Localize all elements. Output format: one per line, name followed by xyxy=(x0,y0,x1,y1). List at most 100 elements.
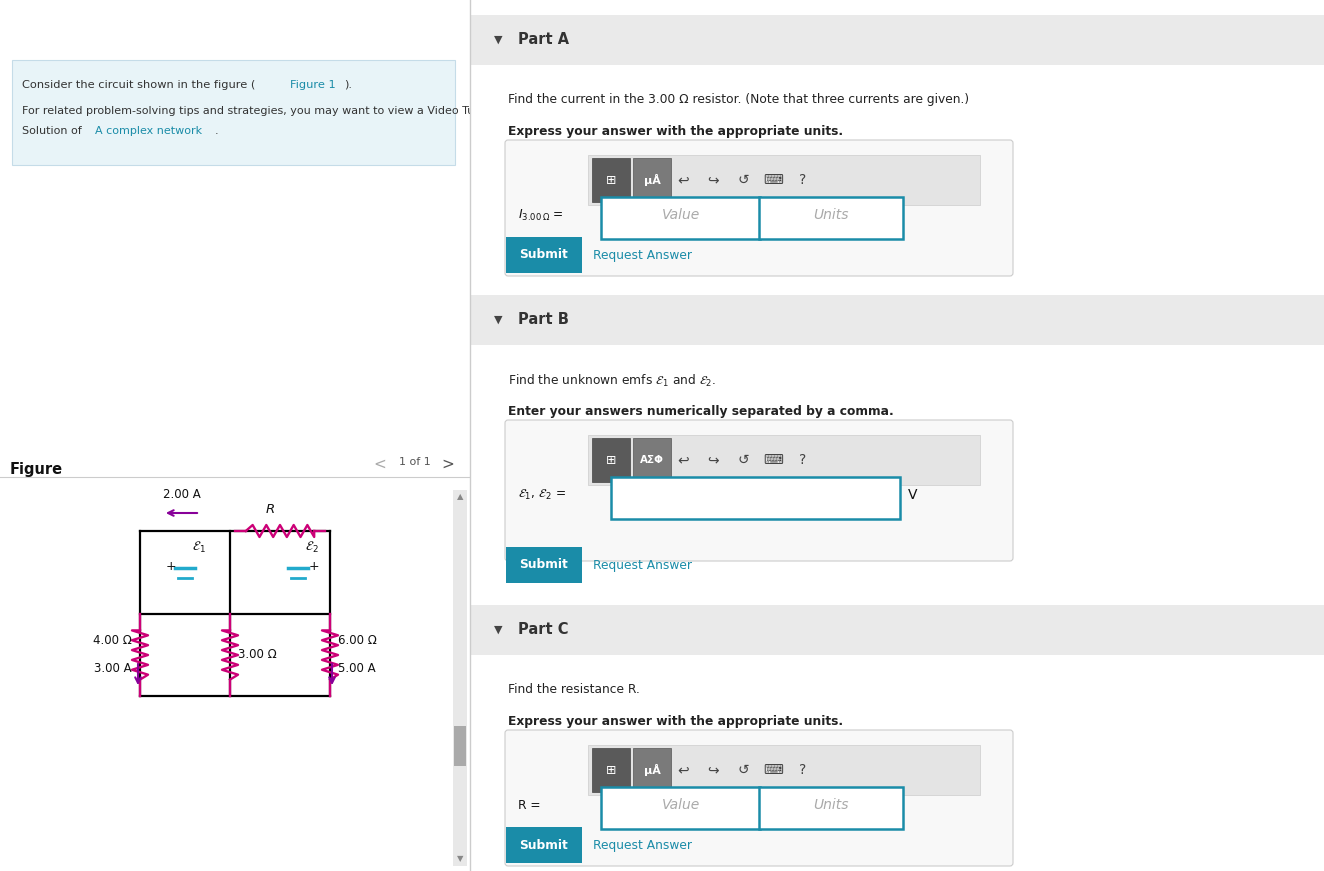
Text: +: + xyxy=(308,561,319,573)
Text: Find the resistance R.: Find the resistance R. xyxy=(508,683,639,696)
Text: ⌨: ⌨ xyxy=(763,453,782,467)
Text: ↺: ↺ xyxy=(737,453,749,467)
Text: ↺: ↺ xyxy=(737,173,749,187)
Text: 4.00 Ω: 4.00 Ω xyxy=(93,634,132,647)
Text: μÅ: μÅ xyxy=(643,174,661,186)
Bar xyxy=(454,726,466,766)
Text: ▼: ▼ xyxy=(494,315,502,325)
Text: ΑΣΦ: ΑΣΦ xyxy=(639,455,663,465)
FancyBboxPatch shape xyxy=(592,158,630,202)
Bar xyxy=(12,60,455,165)
FancyBboxPatch shape xyxy=(633,748,671,792)
Text: ⊞: ⊞ xyxy=(606,173,616,186)
FancyBboxPatch shape xyxy=(759,787,903,829)
Text: Request Answer: Request Answer xyxy=(593,248,692,261)
Text: >: > xyxy=(442,457,454,472)
Bar xyxy=(470,295,1324,345)
Bar xyxy=(470,605,1324,655)
Text: ↪: ↪ xyxy=(707,763,719,777)
Text: For related problem-solving tips and strategies, you may want to view a Video Tu: For related problem-solving tips and str… xyxy=(23,106,490,116)
Text: Part C: Part C xyxy=(518,623,568,638)
FancyBboxPatch shape xyxy=(506,827,583,863)
Text: Figure: Figure xyxy=(11,462,64,477)
FancyBboxPatch shape xyxy=(506,237,583,273)
FancyBboxPatch shape xyxy=(506,547,583,583)
Text: ?: ? xyxy=(800,763,806,777)
Text: ▼: ▼ xyxy=(494,625,502,635)
Text: ▼: ▼ xyxy=(457,854,463,863)
Text: Figure 1: Figure 1 xyxy=(290,80,336,90)
Text: 6.00 Ω: 6.00 Ω xyxy=(338,634,377,647)
Text: Part A: Part A xyxy=(518,32,569,48)
Text: Submit: Submit xyxy=(519,248,568,261)
Bar xyxy=(470,345,1324,585)
Text: 5.00 A: 5.00 A xyxy=(338,663,376,676)
Text: ↪: ↪ xyxy=(707,173,719,187)
Text: ↩: ↩ xyxy=(677,763,688,777)
FancyBboxPatch shape xyxy=(633,158,671,202)
FancyBboxPatch shape xyxy=(610,477,900,519)
FancyBboxPatch shape xyxy=(633,438,671,482)
Text: ⌨: ⌨ xyxy=(763,173,782,187)
Text: ⊞: ⊞ xyxy=(606,764,616,777)
Text: 3.00 A: 3.00 A xyxy=(94,663,132,676)
Text: ⌨: ⌨ xyxy=(763,763,782,777)
FancyBboxPatch shape xyxy=(601,197,760,239)
Text: <: < xyxy=(373,457,387,472)
Text: ⊞: ⊞ xyxy=(606,454,616,467)
Text: Request Answer: Request Answer xyxy=(593,839,692,852)
Text: Units: Units xyxy=(813,208,849,222)
Bar xyxy=(470,65,1324,275)
Bar xyxy=(453,490,467,866)
Bar xyxy=(588,745,980,795)
Text: Value: Value xyxy=(662,208,700,222)
Text: 3.00 Ω: 3.00 Ω xyxy=(238,649,277,661)
Text: Request Answer: Request Answer xyxy=(593,558,692,571)
Text: ↩: ↩ xyxy=(677,453,688,467)
Text: $\mathcal{E}_2$: $\mathcal{E}_2$ xyxy=(305,540,319,555)
Text: +: + xyxy=(166,561,176,573)
Text: Submit: Submit xyxy=(519,558,568,571)
Text: ▼: ▼ xyxy=(494,35,502,45)
Text: $\mathcal{E}_1,\,\mathcal{E}_2$ =: $\mathcal{E}_1,\,\mathcal{E}_2$ = xyxy=(518,488,567,502)
Text: Submit: Submit xyxy=(519,839,568,852)
Text: Find the unknown emfs $\mathcal{E}_1$ and $\mathcal{E}_2$.: Find the unknown emfs $\mathcal{E}_1$ an… xyxy=(508,373,716,389)
Text: ?: ? xyxy=(800,453,806,467)
Text: Units: Units xyxy=(813,798,849,812)
Text: $I_{3.00\,\Omega}$ =: $I_{3.00\,\Omega}$ = xyxy=(518,207,564,223)
FancyBboxPatch shape xyxy=(504,730,1013,866)
Text: 1 of 1: 1 of 1 xyxy=(399,457,430,467)
Text: Express your answer with the appropriate units.: Express your answer with the appropriate… xyxy=(508,125,843,138)
Text: R =: R = xyxy=(518,799,540,812)
Text: ↺: ↺ xyxy=(737,763,749,777)
Bar xyxy=(470,15,1324,65)
Text: $\mathcal{E}_1$: $\mathcal{E}_1$ xyxy=(192,540,207,555)
Bar xyxy=(470,655,1324,865)
Text: ?: ? xyxy=(800,173,806,187)
Text: Express your answer with the appropriate units.: Express your answer with the appropriate… xyxy=(508,715,843,728)
FancyBboxPatch shape xyxy=(592,748,630,792)
FancyBboxPatch shape xyxy=(759,197,903,239)
Bar xyxy=(588,435,980,485)
Text: A complex network: A complex network xyxy=(95,126,203,136)
Text: Consider the circuit shown in the figure (: Consider the circuit shown in the figure… xyxy=(23,80,256,90)
Text: μÅ: μÅ xyxy=(643,764,661,776)
Text: ↩: ↩ xyxy=(677,173,688,187)
Text: ▲: ▲ xyxy=(457,492,463,501)
Text: 2.00 A: 2.00 A xyxy=(163,488,201,501)
Text: .: . xyxy=(214,126,218,136)
FancyBboxPatch shape xyxy=(601,787,760,829)
Text: Part B: Part B xyxy=(518,313,569,327)
Text: Solution of: Solution of xyxy=(23,126,85,136)
Text: Value: Value xyxy=(662,798,700,812)
Text: R: R xyxy=(265,503,274,516)
Text: ↪: ↪ xyxy=(707,453,719,467)
Bar xyxy=(588,155,980,205)
FancyBboxPatch shape xyxy=(504,420,1013,561)
FancyBboxPatch shape xyxy=(592,438,630,482)
Text: V: V xyxy=(908,488,918,502)
Text: Enter your answers numerically separated by a comma.: Enter your answers numerically separated… xyxy=(508,405,894,418)
Text: Find the current in the 3.00 Ω resistor. (Note that three currents are given.): Find the current in the 3.00 Ω resistor.… xyxy=(508,93,969,106)
Text: ).: ). xyxy=(344,80,352,90)
FancyBboxPatch shape xyxy=(504,140,1013,276)
